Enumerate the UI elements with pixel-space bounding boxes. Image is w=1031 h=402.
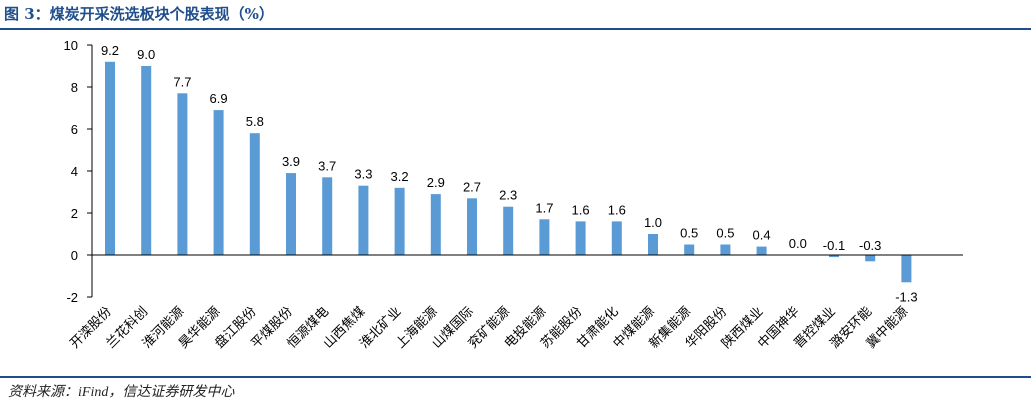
bar: [358, 185, 369, 255]
y-tick-label: 10: [64, 38, 78, 53]
data-label: 2.3: [499, 188, 517, 203]
data-label: 0.4: [753, 228, 771, 243]
bar: [829, 255, 839, 258]
bar: [756, 246, 767, 255]
data-label: 1.7: [535, 200, 553, 215]
data-label: 5.8: [246, 114, 264, 129]
data-label: 3.3: [354, 167, 372, 182]
bar: [503, 206, 514, 255]
bar: [539, 219, 550, 255]
bar: [394, 187, 405, 255]
data-label: 9.2: [101, 43, 119, 58]
data-label: -0.3: [859, 238, 881, 253]
bar: [430, 194, 441, 255]
chart-title: 图 3：煤炭开采洗选板块个股表现（%）: [4, 5, 274, 23]
y-tick-label: -2: [66, 290, 78, 305]
bar: [575, 221, 586, 255]
data-label: 9.0: [137, 47, 155, 62]
source-divider: [0, 376, 1031, 378]
bar: [322, 177, 333, 255]
y-tick-label: 6: [71, 122, 78, 137]
data-label: 2.7: [463, 179, 481, 194]
bar: [648, 234, 658, 255]
data-label: 1.6: [608, 202, 626, 217]
bar-chart: -2 0 2 4 6 8 10 9.2 9.0 7.7 6.9 5.8 3.9 3.7 3.3 3.2 2.9 2…: [64, 38, 963, 351]
y-tick-label: 8: [71, 80, 78, 95]
source-note: 资料来源：iFind，信达证券研发中心: [8, 385, 235, 400]
y-tick-label: 4: [71, 164, 78, 179]
data-label: 0.0: [789, 236, 807, 251]
bar: [865, 255, 876, 262]
data-label: 0.5: [716, 226, 734, 241]
bar: [684, 244, 695, 255]
data-label: 7.7: [173, 74, 191, 89]
bar: [249, 133, 260, 255]
data-label: -1.3: [895, 289, 917, 304]
bar: [286, 173, 296, 255]
data-label: 6.9: [210, 91, 228, 106]
data-label: 2.9: [427, 175, 445, 190]
bar: [177, 93, 188, 255]
data-label: 3.7: [318, 158, 336, 173]
data-label: 3.2: [391, 169, 409, 184]
bar: [141, 66, 152, 255]
title-divider: [0, 28, 1031, 30]
data-label: -0.1: [823, 238, 845, 253]
bar: [105, 61, 115, 255]
bar: [720, 244, 731, 255]
data-label: 3.9: [282, 154, 300, 169]
bar: [213, 110, 224, 255]
chart-area: -2 0 2 4 6 8 10 9.2 9.0 7.7 6.9 5.8 3.9 3.7 3.3 3.2 2.9 2…: [0, 30, 1031, 376]
bar: [467, 198, 477, 255]
data-label: 1.6: [572, 202, 590, 217]
y-tick-label: 0: [71, 248, 78, 263]
y-tick-label: 2: [71, 206, 78, 221]
data-label: 0.5: [680, 226, 698, 241]
data-label: 1.0: [644, 215, 662, 230]
bar: [611, 221, 622, 255]
title-bar: 图 3：煤炭开采洗选板块个股表现（%）: [0, 0, 1031, 28]
bar: [901, 255, 912, 283]
